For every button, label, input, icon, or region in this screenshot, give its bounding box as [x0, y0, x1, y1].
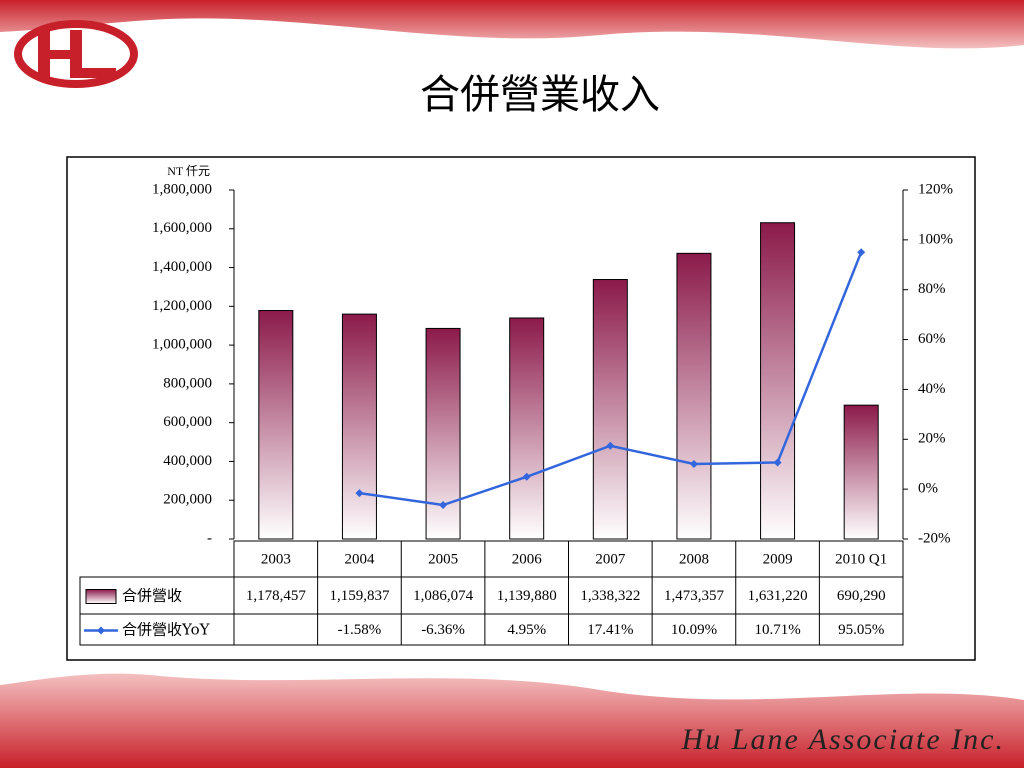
bar [676, 252, 712, 540]
y2-tick-label: 120% [918, 181, 953, 197]
table-value: 95.05% [838, 622, 884, 638]
bar [341, 313, 377, 540]
y-tick-label: 800,000 [163, 375, 212, 391]
y-tick-label: - [207, 530, 212, 546]
y2-tick-label: 60% [918, 331, 946, 347]
table-value: 10.09% [671, 622, 717, 638]
line-marker [606, 441, 615, 450]
table-value: 4.95% [507, 622, 546, 638]
line-marker [355, 489, 364, 498]
y-tick-label: 400,000 [163, 453, 212, 469]
table-value: -1.58% [338, 622, 382, 638]
table-value: 1,338,322 [580, 588, 640, 604]
table-value: 690,290 [837, 588, 886, 604]
slide-title: 合併營業收入 [420, 72, 660, 118]
y-tick-label: 1,600,000 [152, 220, 212, 236]
x-tick-label: 2004 [344, 551, 375, 567]
y2-tick-label: 20% [918, 431, 946, 447]
legend-marker [97, 626, 105, 635]
y2-tick-label: 80% [918, 281, 946, 297]
table-value: 1,473,357 [664, 588, 725, 604]
y-tick-label: 1,800,000 [152, 181, 212, 197]
logo [14, 20, 138, 88]
table-value: 1,159,837 [329, 588, 390, 604]
line-marker [773, 458, 782, 467]
y-tick-label: 1,000,000 [152, 337, 212, 353]
x-tick-label: 2003 [261, 551, 291, 567]
y-tick-label: 200,000 [163, 492, 212, 508]
y-tick-label: 1,400,000 [152, 259, 212, 275]
table-value: 1,139,880 [497, 588, 557, 604]
x-tick-label: 2006 [512, 551, 543, 567]
table-value: 10.71% [754, 622, 800, 638]
top-band [0, 0, 1024, 49]
bottom-band [0, 673, 1024, 768]
x-tick-label: 2010 Q1 [835, 551, 887, 567]
x-tick-label: 2007 [595, 551, 626, 567]
line-marker [857, 248, 866, 257]
footer: Hu Lane Associate Inc. [681, 723, 1005, 756]
y-tick-label: 600,000 [163, 414, 212, 430]
legend-swatch [85, 589, 117, 604]
legend-label: 合併營收 [122, 587, 182, 605]
y2-tick-label: -20% [918, 530, 951, 546]
table-value: 1,631,220 [748, 588, 808, 604]
x-tick-label: 2008 [679, 551, 709, 567]
legend-label: 合併營收YoY [122, 621, 211, 639]
bar [592, 279, 628, 540]
bar [760, 222, 796, 540]
line-marker [522, 472, 531, 481]
x-tick-label: 2009 [763, 551, 793, 567]
y-axis-label: NT 仟元 [167, 164, 210, 178]
table-value: 1,178,457 [246, 588, 307, 604]
y-tick-label: 1,200,000 [152, 298, 212, 314]
table-value: 1,086,074 [413, 588, 474, 604]
y2-tick-label: 40% [918, 381, 946, 397]
line-marker [689, 459, 698, 468]
table-value: 17.41% [587, 622, 633, 638]
bar [509, 317, 545, 540]
table-value: -6.36% [421, 622, 465, 638]
bar [258, 310, 294, 540]
x-tick-label: 2005 [428, 551, 458, 567]
bar [843, 404, 879, 540]
y2-tick-label: 100% [918, 231, 953, 247]
line-marker [439, 500, 448, 509]
y2-tick-label: 0% [918, 481, 938, 497]
